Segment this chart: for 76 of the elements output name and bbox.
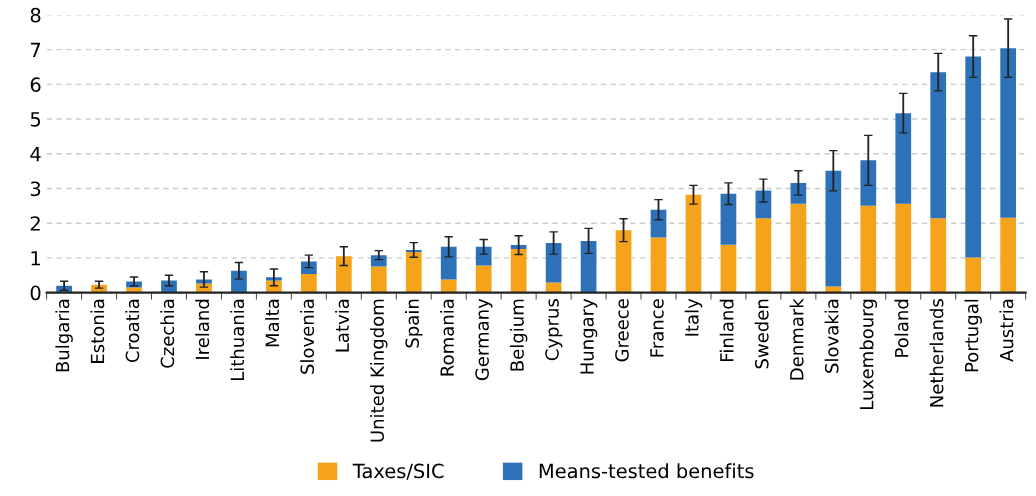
bar [790,203,807,293]
bar [930,218,947,293]
x-tick-label: Netherlands [929,299,944,407]
x-tick-label: Hungary [580,298,598,374]
bar [930,72,947,219]
bar [580,240,597,293]
x-tick-label: Poland [894,299,909,357]
x-tick-label: Luxembourg [859,299,878,409]
y-tick-label: 6 [30,77,41,92]
x-tick-label: Spain [405,299,423,348]
x-tick-label: Ireland [195,299,210,359]
x-tick-label: Bulgaria [55,299,73,372]
bar [440,246,457,280]
x-tick-label: Germany [475,298,493,381]
x-tick-label: Slovakia [824,299,839,373]
bar [685,194,702,293]
bar [720,193,737,245]
legend-label: Means-tested benefits [539,463,754,479]
y-tick-label: 8 [30,7,41,23]
bar [650,209,667,238]
x-tick-label: Slovenia [300,299,315,374]
x-tick-label: Lithuania [230,299,245,381]
x-tick-label: Austria [999,299,1014,362]
bar [755,218,772,293]
bar [370,255,387,267]
y-tick-label: 3 [30,181,41,197]
bar [475,246,492,266]
bar [370,266,387,293]
legend-label: Taxes/SIC [352,463,444,480]
bar [825,170,842,287]
x-tick-label: Latvia [335,299,350,352]
bar [825,286,842,293]
x-tick-label: Italy [684,298,703,336]
x-tick-label: France [650,299,664,357]
bar [650,237,667,293]
bar [300,261,317,274]
y-tick-label: 0 [30,285,41,301]
y-tick-label: 5 [30,112,41,127]
bar [1000,48,1017,218]
bar [126,287,142,293]
bar [1000,217,1017,293]
x-tick-label: Croatia [125,299,140,363]
bar [335,256,352,293]
bar [720,244,737,293]
bar [405,252,422,293]
bar [965,56,982,258]
x-tick-label: Estonia [90,299,105,363]
bar [895,113,912,204]
bar [860,160,877,206]
bar [231,270,247,293]
x-tick-label: Sweden [754,299,769,369]
y-tick-label: 2 [30,216,40,231]
x-tick-label: Czechia [160,299,175,368]
bar [895,203,912,293]
y-tick-label: 1 [31,251,40,266]
bar [300,273,317,293]
x-tick-label: Belgium [509,299,528,371]
y-tick-label: 4 [30,146,41,162]
bar [615,230,632,293]
bar [860,205,877,293]
x-tick-label: United Kingdom [370,299,388,442]
x-tick-label: Denmark [789,298,804,380]
bar [965,257,982,293]
x-tick-label: Portugal [964,299,982,372]
x-tick-label: Finland [719,299,734,361]
bar [440,279,457,293]
bar [510,248,527,293]
y-tick-label: 7 [30,42,41,57]
x-tick-label: Malta [265,299,280,347]
x-tick-label: Greece [615,299,629,362]
bar [161,280,177,293]
bar [475,265,492,293]
x-tick-label: Romania [439,299,454,376]
x-tick-label: Cyprus [545,299,563,361]
bar [266,280,282,293]
bar [545,242,562,283]
